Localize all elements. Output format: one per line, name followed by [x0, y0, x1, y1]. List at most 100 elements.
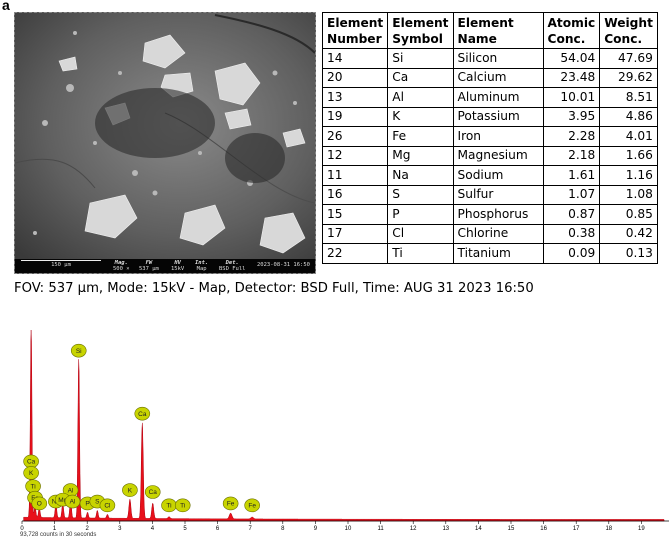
cell-atomic-conc: 23.48 — [542, 67, 601, 88]
x-tick-label: 7 — [249, 526, 253, 532]
peak-label: Ca — [23, 454, 39, 469]
peak-label-text: Cl — [104, 503, 111, 510]
header-element-symbol: Element Symbol — [387, 12, 454, 49]
cell-element-number: 15 — [321, 204, 389, 225]
peak-label-badge — [222, 496, 239, 511]
table-row: 20 Ca Calcium 23.48 29.62 — [321, 67, 658, 88]
table-row: 13 Al Aluminum 10.01 8.51 — [321, 87, 658, 108]
sem-meta-det: Det. BSD Full — [219, 260, 246, 272]
cell-element-symbol: Ca — [387, 67, 454, 88]
table-row: 15 P Phosphorus 0.87 0.85 — [321, 204, 658, 225]
x-tick-label: 6 — [216, 526, 220, 532]
panel-label: a — [2, 0, 10, 13]
peak-label-text: P — [85, 501, 89, 508]
cell-atomic-conc: 1.61 — [542, 165, 601, 186]
table-row: 17 Cl Chlorine 0.38 0.42 — [321, 223, 658, 244]
x-tick-label: 2 — [86, 526, 90, 532]
x-tick-label: 13 — [442, 526, 449, 532]
x-tick-label: 15 — [508, 526, 515, 532]
x-tick-label: 3 — [118, 526, 122, 532]
cell-weight-conc: 4.86 — [599, 106, 658, 127]
cell-atomic-conc: 2.18 — [542, 145, 601, 166]
cell-element-number: 19 — [321, 106, 389, 127]
cell-element-symbol: Si — [387, 48, 454, 69]
peak-label: Ti — [174, 498, 191, 513]
cell-element-symbol: Ti — [387, 243, 454, 264]
counts-label: 93,728 counts in 30 seconds — [20, 532, 96, 538]
sem-info-bar: 150 µm Mag. 500 × FW 537 µm HV 15kV Int. Map… — [15, 259, 315, 273]
sem-meta-fw: FW 537 µm — [139, 260, 159, 272]
cell-element-symbol: K — [387, 106, 454, 127]
header-atomic-conc: Atomic Conc. — [542, 12, 601, 49]
spectrum-area — [23, 329, 665, 522]
cell-atomic-conc: 1.07 — [542, 184, 601, 205]
spectrum-trace — [23, 329, 665, 522]
cell-weight-conc: 1.16 — [599, 165, 658, 186]
figure-caption: FOV: 537 µm, Mode: 15kV - Map, Detector:… — [14, 281, 534, 296]
cell-element-symbol: S — [387, 184, 454, 205]
peak-label-text: Ti — [30, 483, 35, 490]
table-header-row: Element Number Element Symbol Element Name … — [321, 12, 658, 49]
x-tick-label: 16 — [540, 526, 547, 532]
cell-weight-conc: 4.01 — [599, 126, 658, 147]
cell-element-name: Calcium — [452, 67, 544, 88]
x-tick-label: 9 — [314, 526, 318, 532]
cell-atomic-conc: 0.87 — [542, 204, 601, 225]
peak-label-text: Al — [70, 499, 76, 506]
cell-weight-conc: 1.08 — [599, 184, 658, 205]
sem-timestamp: 2023-08-31 16:50 — [257, 262, 310, 268]
x-tick-label: 19 — [638, 526, 645, 532]
x-tick-label: 14 — [475, 526, 482, 532]
cell-element-name: Titanium — [452, 243, 544, 264]
peak-label-badge — [144, 485, 161, 499]
peak-label: Al — [64, 494, 81, 509]
scale-bar: 150 µm — [21, 260, 101, 268]
peak-label-text: S — [95, 499, 100, 506]
cell-element-name: Sulfur — [452, 184, 544, 205]
peak-label-text: Ca — [138, 411, 147, 418]
table-row: 12 Mg Magnesium 2.18 1.66 — [321, 145, 658, 166]
header-element-name: Element Name — [452, 12, 544, 49]
header-weight-conc: Weight Conc. — [599, 12, 658, 49]
cell-element-number: 13 — [321, 87, 389, 108]
peak-label: Fe — [222, 496, 239, 511]
cell-element-number: 16 — [321, 184, 389, 205]
peak-label: Ca — [134, 406, 151, 421]
x-axis-ticks: 0 1 2 3 4 5 6 7 8 9 10 11 12 13 14 15 16 17 18 19 — [20, 521, 645, 532]
peak-labels: SiCaCaKTiFeONaAlMgAlPSClKCaTiTiFeFe — [23, 343, 260, 513]
x-tick-label: 5 — [183, 526, 187, 532]
cell-element-symbol: P — [387, 204, 454, 225]
peak-label-badge — [174, 498, 191, 513]
cell-element-name: Sodium — [452, 165, 544, 186]
peak-label: Cl — [99, 498, 116, 513]
peak-label-badge — [31, 496, 48, 511]
peak-label: Ca — [144, 485, 161, 499]
peak-label: Si — [70, 343, 87, 358]
cell-element-number: 26 — [321, 126, 389, 147]
peak-label-text: Al — [68, 487, 74, 494]
cell-weight-conc: 0.13 — [599, 243, 658, 264]
x-tick-label: 12 — [410, 526, 417, 532]
x-tick-label: 4 — [151, 526, 155, 532]
cell-element-name: Aluminum — [452, 87, 544, 108]
cell-element-name: Potassium — [452, 106, 544, 127]
cell-element-symbol: Mg — [387, 145, 454, 166]
peak-label: Ti — [25, 479, 41, 494]
cell-element-symbol: Cl — [387, 223, 454, 244]
sem-meta-mag: Mag. 500 × — [113, 260, 130, 272]
x-tick-label: 11 — [377, 526, 384, 532]
cell-atomic-conc: 3.95 — [542, 106, 601, 127]
peak-label: Fe — [244, 498, 260, 513]
cell-element-name: Iron — [452, 126, 544, 147]
table-row: 16 S Sulfur 1.07 1.08 — [321, 184, 658, 205]
peak-label-text: Mg — [58, 497, 67, 504]
peak-label-text: Si — [76, 348, 82, 355]
cell-atomic-conc: 10.01 — [542, 87, 601, 108]
sem-micrograph — [15, 13, 315, 259]
cell-element-number: 11 — [321, 165, 389, 186]
peak-label-text: Ca — [149, 489, 158, 496]
cell-element-symbol: Na — [387, 165, 454, 186]
x-tick-label: 8 — [281, 526, 285, 532]
table-row: 26 Fe Iron 2.28 4.01 — [321, 126, 658, 147]
cell-element-name: Magnesium — [452, 145, 544, 166]
